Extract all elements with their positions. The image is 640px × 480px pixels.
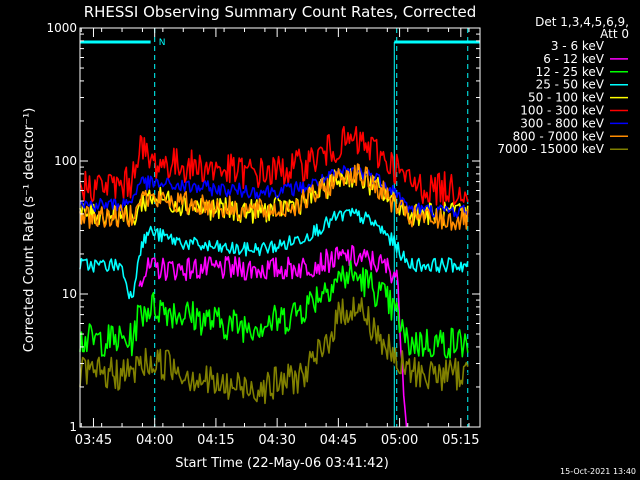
series-line-25-50-kev — [79, 207, 469, 300]
y-tick-label-1000: 1000 — [46, 21, 77, 35]
legend-label-800-7000-kev: 800 - 7000 keV — [513, 129, 605, 143]
series-line-100-300-kev — [79, 125, 469, 206]
y-tick-label-10: 10 — [62, 287, 77, 301]
x-tick-label-04:30: 04:30 — [258, 433, 295, 448]
series-line-6-12-kev — [138, 244, 408, 428]
series-line-800-7000-kev — [79, 163, 469, 231]
legend-label-12-25-kev: 12 - 25 keV — [536, 65, 605, 79]
x-axis: 03:45 04:00 04:15 04:30 04:45 05:00 05:15 — [75, 28, 480, 448]
legend-label-3-6-kev: 3 - 6 keV — [551, 39, 605, 53]
legend-label-6-12-kev: 6 - 12 keV — [543, 52, 605, 66]
x-tick-label-03:45: 03:45 — [75, 433, 112, 448]
plot-area: N — [79, 28, 480, 428]
legend-header-line2: Att 0 — [600, 27, 629, 41]
legend-header-line1: Det 1,3,4,5,6,9, — [535, 15, 629, 29]
x-axis-label: Start Time (22-May-06 03:41:42) — [175, 456, 389, 471]
y-axis-label: Corrected Count Rate (s⁻¹ detector⁻¹) — [22, 108, 37, 353]
series-line-12-25-kev — [79, 260, 469, 359]
legend-label-100-300-kev: 100 - 300 keV — [520, 104, 604, 118]
flag-label: N — [159, 38, 166, 48]
x-tick-label-05:15: 05:15 — [442, 433, 479, 448]
series-line-7000-15000-kev — [79, 296, 469, 405]
legend-label-300-800-kev: 300 - 800 keV — [520, 116, 604, 130]
x-tick-label-04:45: 04:45 — [320, 433, 357, 448]
legend-label-25-50-kev: 25 - 50 keV — [536, 78, 605, 92]
footer-timestamp: 15-Oct-2021 13:40 — [560, 467, 636, 476]
x-tick-label-04:15: 04:15 — [197, 433, 234, 448]
y-axis: 1 10 100 1000 — [46, 21, 480, 434]
y-tick-label-1: 1 — [69, 420, 77, 434]
y-tick-label-100: 100 — [54, 154, 77, 168]
chart-title: RHESSI Observing Summary Count Rates, Co… — [84, 3, 477, 21]
series-line-300-800-kev — [79, 165, 469, 219]
plot-frame — [79, 27, 481, 428]
x-tick-label-05:00: 05:00 — [381, 433, 418, 448]
legend-label-7000-15000-kev: 7000 - 15000 keV — [497, 142, 604, 156]
legend-label-50-100-kev: 50 - 100 keV — [528, 91, 605, 105]
x-tick-label-04:00: 04:00 — [136, 433, 173, 448]
